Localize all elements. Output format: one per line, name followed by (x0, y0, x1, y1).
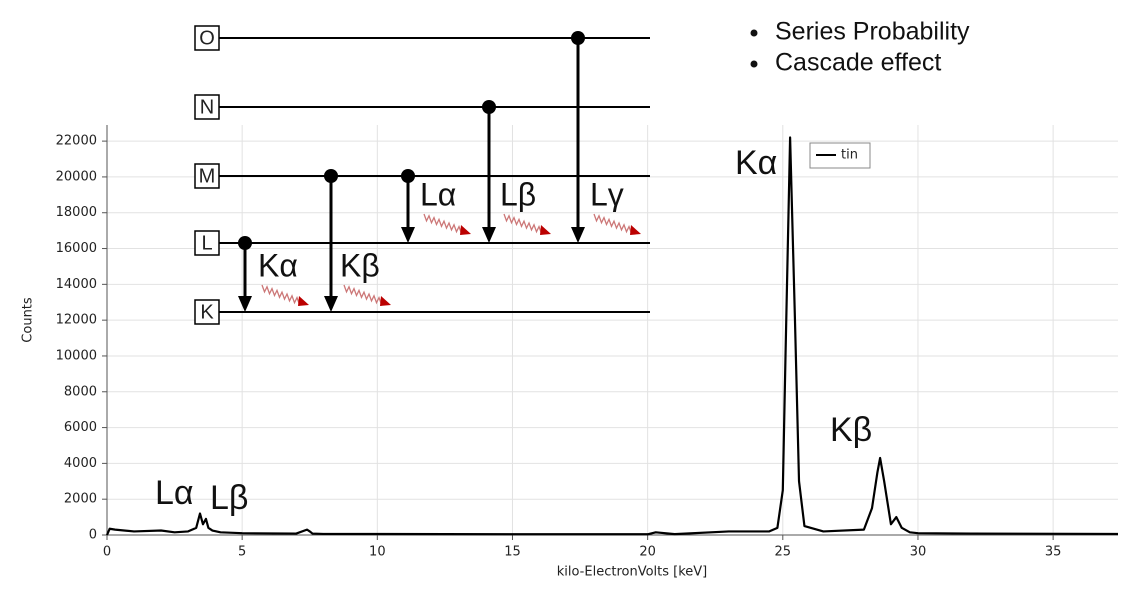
y-tick-label: 22000 (56, 134, 97, 149)
transition-label: Lα (420, 176, 456, 212)
transition-label: Lγ (590, 176, 624, 212)
arrow-head (401, 227, 415, 243)
arrow-head (324, 296, 338, 312)
arrow-head (571, 227, 585, 243)
shell-box (194, 299, 220, 325)
photon-head (298, 296, 309, 306)
x-tick-label: 20 (639, 545, 656, 560)
x-axis-label: kilo-ElectronVolts [keV] (557, 565, 708, 580)
y-tick-label: 18000 (56, 205, 97, 220)
photon-wave (503, 213, 545, 236)
x-tick-label: 0 (103, 545, 111, 560)
x-tick-label: 30 (910, 545, 927, 560)
y-tick-label: 6000 (64, 420, 97, 435)
transition-label: Kα (258, 247, 298, 283)
photon-head (540, 225, 551, 235)
photon-head (630, 225, 641, 235)
y-tick-label: 0 (89, 528, 97, 543)
bullet-dot (750, 29, 758, 37)
y-tick-label: 10000 (56, 348, 97, 363)
shell-label: N (200, 96, 214, 118)
peak-label: Kα (735, 144, 777, 182)
shell-box (194, 163, 220, 189)
x-tick-label: 5 (238, 545, 246, 560)
bullet-text: Cascade effect (775, 49, 941, 77)
y-tick-label: 20000 (56, 169, 97, 184)
transition-label: Kβ (340, 247, 380, 283)
y-tick-label: 14000 (56, 277, 97, 292)
photon-head (380, 296, 391, 306)
arrow-head (482, 227, 496, 243)
photon-head (460, 225, 471, 235)
y-tick-label: 16000 (56, 241, 97, 256)
shell-label: L (201, 232, 212, 254)
x-tick-label: 15 (504, 545, 521, 560)
photon-wave (261, 284, 303, 307)
y-tick-label: 12000 (56, 313, 97, 328)
x-tick-label: 35 (1045, 545, 1062, 560)
y-tick-label: 4000 (64, 456, 97, 471)
y-tick-label: 8000 (64, 384, 97, 399)
electron (238, 236, 252, 250)
electron (324, 169, 338, 183)
bullet-dot (750, 60, 758, 68)
arrow-head (238, 296, 252, 312)
bullet-text: Series Probability (775, 18, 970, 46)
shell-box (194, 94, 220, 120)
shell-box (194, 25, 220, 51)
y-axis-label: Counts (21, 297, 36, 343)
peak-label: Lβ (210, 479, 248, 517)
electron (482, 100, 496, 114)
shell-box (194, 230, 220, 256)
peak-label: Lα (155, 474, 194, 512)
shell-label: M (199, 165, 216, 187)
x-tick-label: 25 (775, 545, 792, 560)
photon-wave (423, 213, 465, 236)
legend-label: tin (841, 148, 858, 163)
shell-label: O (199, 27, 215, 49)
spectrum-line (105, 136, 1119, 536)
y-tick-label: 2000 (64, 492, 97, 507)
photon-wave (343, 284, 385, 307)
shell-label: K (200, 301, 214, 323)
electron (571, 31, 585, 45)
electron (401, 169, 415, 183)
peak-label: Kβ (830, 411, 872, 449)
x-tick-label: 10 (369, 545, 386, 560)
photon-wave (593, 213, 635, 236)
transition-label: Lβ (500, 176, 536, 212)
